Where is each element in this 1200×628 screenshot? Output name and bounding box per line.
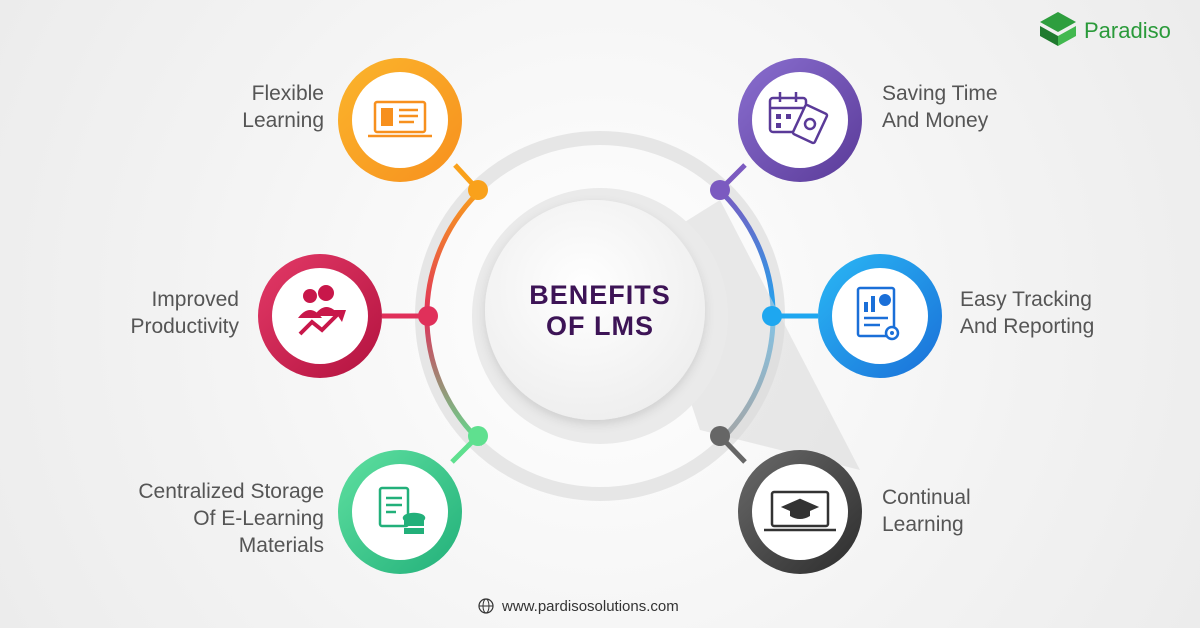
benefit-label-continual: Continual Learning [882,484,971,538]
benefit-label-line: And Reporting [960,315,1095,338]
paradiso-logo-icon [1040,12,1076,46]
node-storage [468,426,488,446]
center-disc [485,200,705,420]
benefit-circle-storage [338,450,462,574]
benefit-circle-flexible [338,58,462,182]
benefit-label-line: Of E-Learning [193,507,324,530]
report-gear-icon [856,286,900,341]
center-title: BENEFITS OF LMS [480,280,720,342]
node-flexible [468,180,488,200]
benefit-label-line: Flexible [251,82,324,105]
node-productivity [418,306,438,326]
node-saving [710,180,730,200]
benefit-circle-continual [738,450,862,574]
people-growth-icon [298,285,346,336]
benefit-label-line: Learning [882,513,964,536]
globe-icon [478,598,494,614]
benefit-circle-saving [738,58,862,182]
benefit-circle-productivity [258,254,382,378]
laptop-book-icon [368,100,432,138]
benefit-label-line: And Money [882,109,989,132]
benefit-label-line: Easy Tracking [960,288,1092,311]
node-continual [710,426,730,446]
benefit-label-productivity: Improved Productivity [130,286,239,340]
brand-name: Paradiso [1084,18,1171,43]
benefit-label-line: Productivity [130,315,239,338]
benefit-label-line: Continual [882,486,971,509]
benefit-label-line: Learning [242,109,324,132]
benefit-label-line: Improved [151,288,239,311]
center-title-line: OF LMS [546,311,654,341]
graduation-laptop-icon [764,490,836,532]
footer: www.pardisosolutions.com [478,598,679,615]
benefit-label-flexible: Flexible Learning [242,80,324,134]
benefit-circle-tracking [818,254,942,378]
calendar-money-icon [768,92,829,145]
benefit-label-line: Saving Time [882,82,998,105]
benefit-label-line: Materials [238,534,324,557]
center-title-line: BENEFITS [529,280,671,310]
footer-url[interactable]: www.pardisosolutions.com [502,598,679,615]
node-tracking [762,306,782,326]
benefit-label-storage: Centralized Storage Of E-Learning Materi… [138,478,324,559]
benefit-label-saving: Saving Time And Money [882,80,998,134]
benefit-label-tracking: Easy Tracking And Reporting [960,286,1094,340]
benefit-label-line: Centralized Storage [138,480,324,503]
document-database-icon [378,486,426,534]
